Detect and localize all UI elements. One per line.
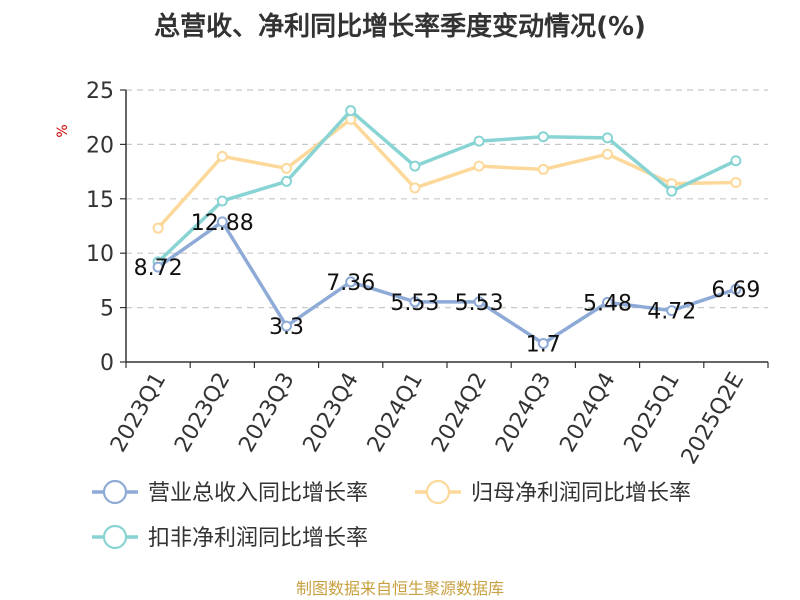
legend-item[interactable]: 归母净利润同比增长率 xyxy=(415,479,691,506)
legend-label: 归母净利润同比增长率 xyxy=(471,481,691,506)
data-point xyxy=(409,160,421,172)
data-point xyxy=(345,105,357,117)
data-point xyxy=(473,160,485,172)
legend-label: 扣非净利润同比增长率 xyxy=(148,526,368,551)
x-tick-label: 2023Q3 xyxy=(234,369,299,457)
x-tick-label: 2024Q1 xyxy=(363,369,428,457)
y-tick-label: 25 xyxy=(86,79,114,104)
legend-swatch-marker xyxy=(102,524,128,550)
legend-item[interactable]: 营业总收入同比增长率 xyxy=(92,479,368,506)
data-point xyxy=(216,195,228,207)
x-tick-label: 2024Q4 xyxy=(555,369,620,457)
legend-swatch-marker xyxy=(102,479,128,505)
data-point xyxy=(473,296,485,308)
axes: 0 5 10 15 20 25 2023Q12023Q22023Q32023Q42024Q1… xyxy=(86,79,769,469)
data-label: 5.48 xyxy=(583,291,632,316)
data-point xyxy=(602,132,613,144)
x-tick-label: 2024Q2 xyxy=(427,368,492,456)
series-line xyxy=(156,117,736,230)
x-tick-label: 2024Q3 xyxy=(491,369,556,457)
data-point xyxy=(602,148,613,160)
data-label: 8.72 xyxy=(134,256,183,281)
data-label: 5.53 xyxy=(455,291,504,316)
data-point xyxy=(473,135,485,147)
x-tick-label: 2023Q2 xyxy=(170,369,235,457)
data-label: 12.88 xyxy=(191,211,254,236)
x-tick-label: 2023Q4 xyxy=(299,369,364,457)
data-label: 3.3 xyxy=(269,315,304,340)
x-tick-label: 2025Q1 xyxy=(620,369,685,457)
y-axis-unit: % xyxy=(55,124,71,137)
data-label: 7.36 xyxy=(326,271,375,296)
series-group xyxy=(152,113,742,234)
data-point xyxy=(409,296,421,308)
source-note: 制图数据来自恒生聚源数据库 xyxy=(296,579,504,598)
data-label: 6.69 xyxy=(711,278,760,303)
grid xyxy=(126,89,768,309)
data-point xyxy=(537,163,549,175)
series-group xyxy=(152,216,742,350)
data-label: 4.72 xyxy=(647,300,696,325)
y-tick-label: 5 xyxy=(100,297,114,322)
data-point xyxy=(281,320,292,332)
data-point xyxy=(602,296,613,308)
legend-label: 营业总收入同比增长率 xyxy=(148,481,368,506)
data-point xyxy=(216,216,228,228)
series-layer xyxy=(152,105,742,350)
y-tick-label: 15 xyxy=(86,188,114,213)
data-point xyxy=(730,155,742,167)
data-point xyxy=(666,305,678,317)
data-point xyxy=(409,182,421,194)
y-tick-label: 0 xyxy=(100,351,114,376)
data-point xyxy=(537,338,549,350)
data-labels: 8.72 12.88 3.3 7.36 5.53 5.53 1.7 5.48 4.72 6.69 xyxy=(134,211,761,358)
data-point xyxy=(152,261,164,273)
y-tick-label: 10 xyxy=(86,242,114,267)
series-line xyxy=(157,220,737,346)
data-point xyxy=(730,176,742,188)
data-label: 5.53 xyxy=(390,291,439,316)
legend-item[interactable]: 扣非净利润同比增长率 xyxy=(92,524,368,551)
series-group xyxy=(152,105,742,268)
data-point xyxy=(730,283,742,295)
chart-title: 总营收、净利同比增长率季度变动情况(%) xyxy=(154,11,646,42)
data-point xyxy=(152,222,164,234)
x-tick-label: 2025Q2E xyxy=(677,369,749,469)
data-point xyxy=(666,185,678,197)
data-point xyxy=(537,131,549,143)
y-tick-label: 20 xyxy=(86,133,114,158)
data-point xyxy=(281,175,292,187)
series-line xyxy=(156,108,737,264)
data-label: 1.7 xyxy=(526,333,561,358)
data-point xyxy=(216,150,228,162)
legend-swatch-marker xyxy=(425,479,451,505)
data-point xyxy=(281,162,292,174)
x-tick-label: 2023Q1 xyxy=(106,369,171,457)
data-point xyxy=(345,276,357,288)
